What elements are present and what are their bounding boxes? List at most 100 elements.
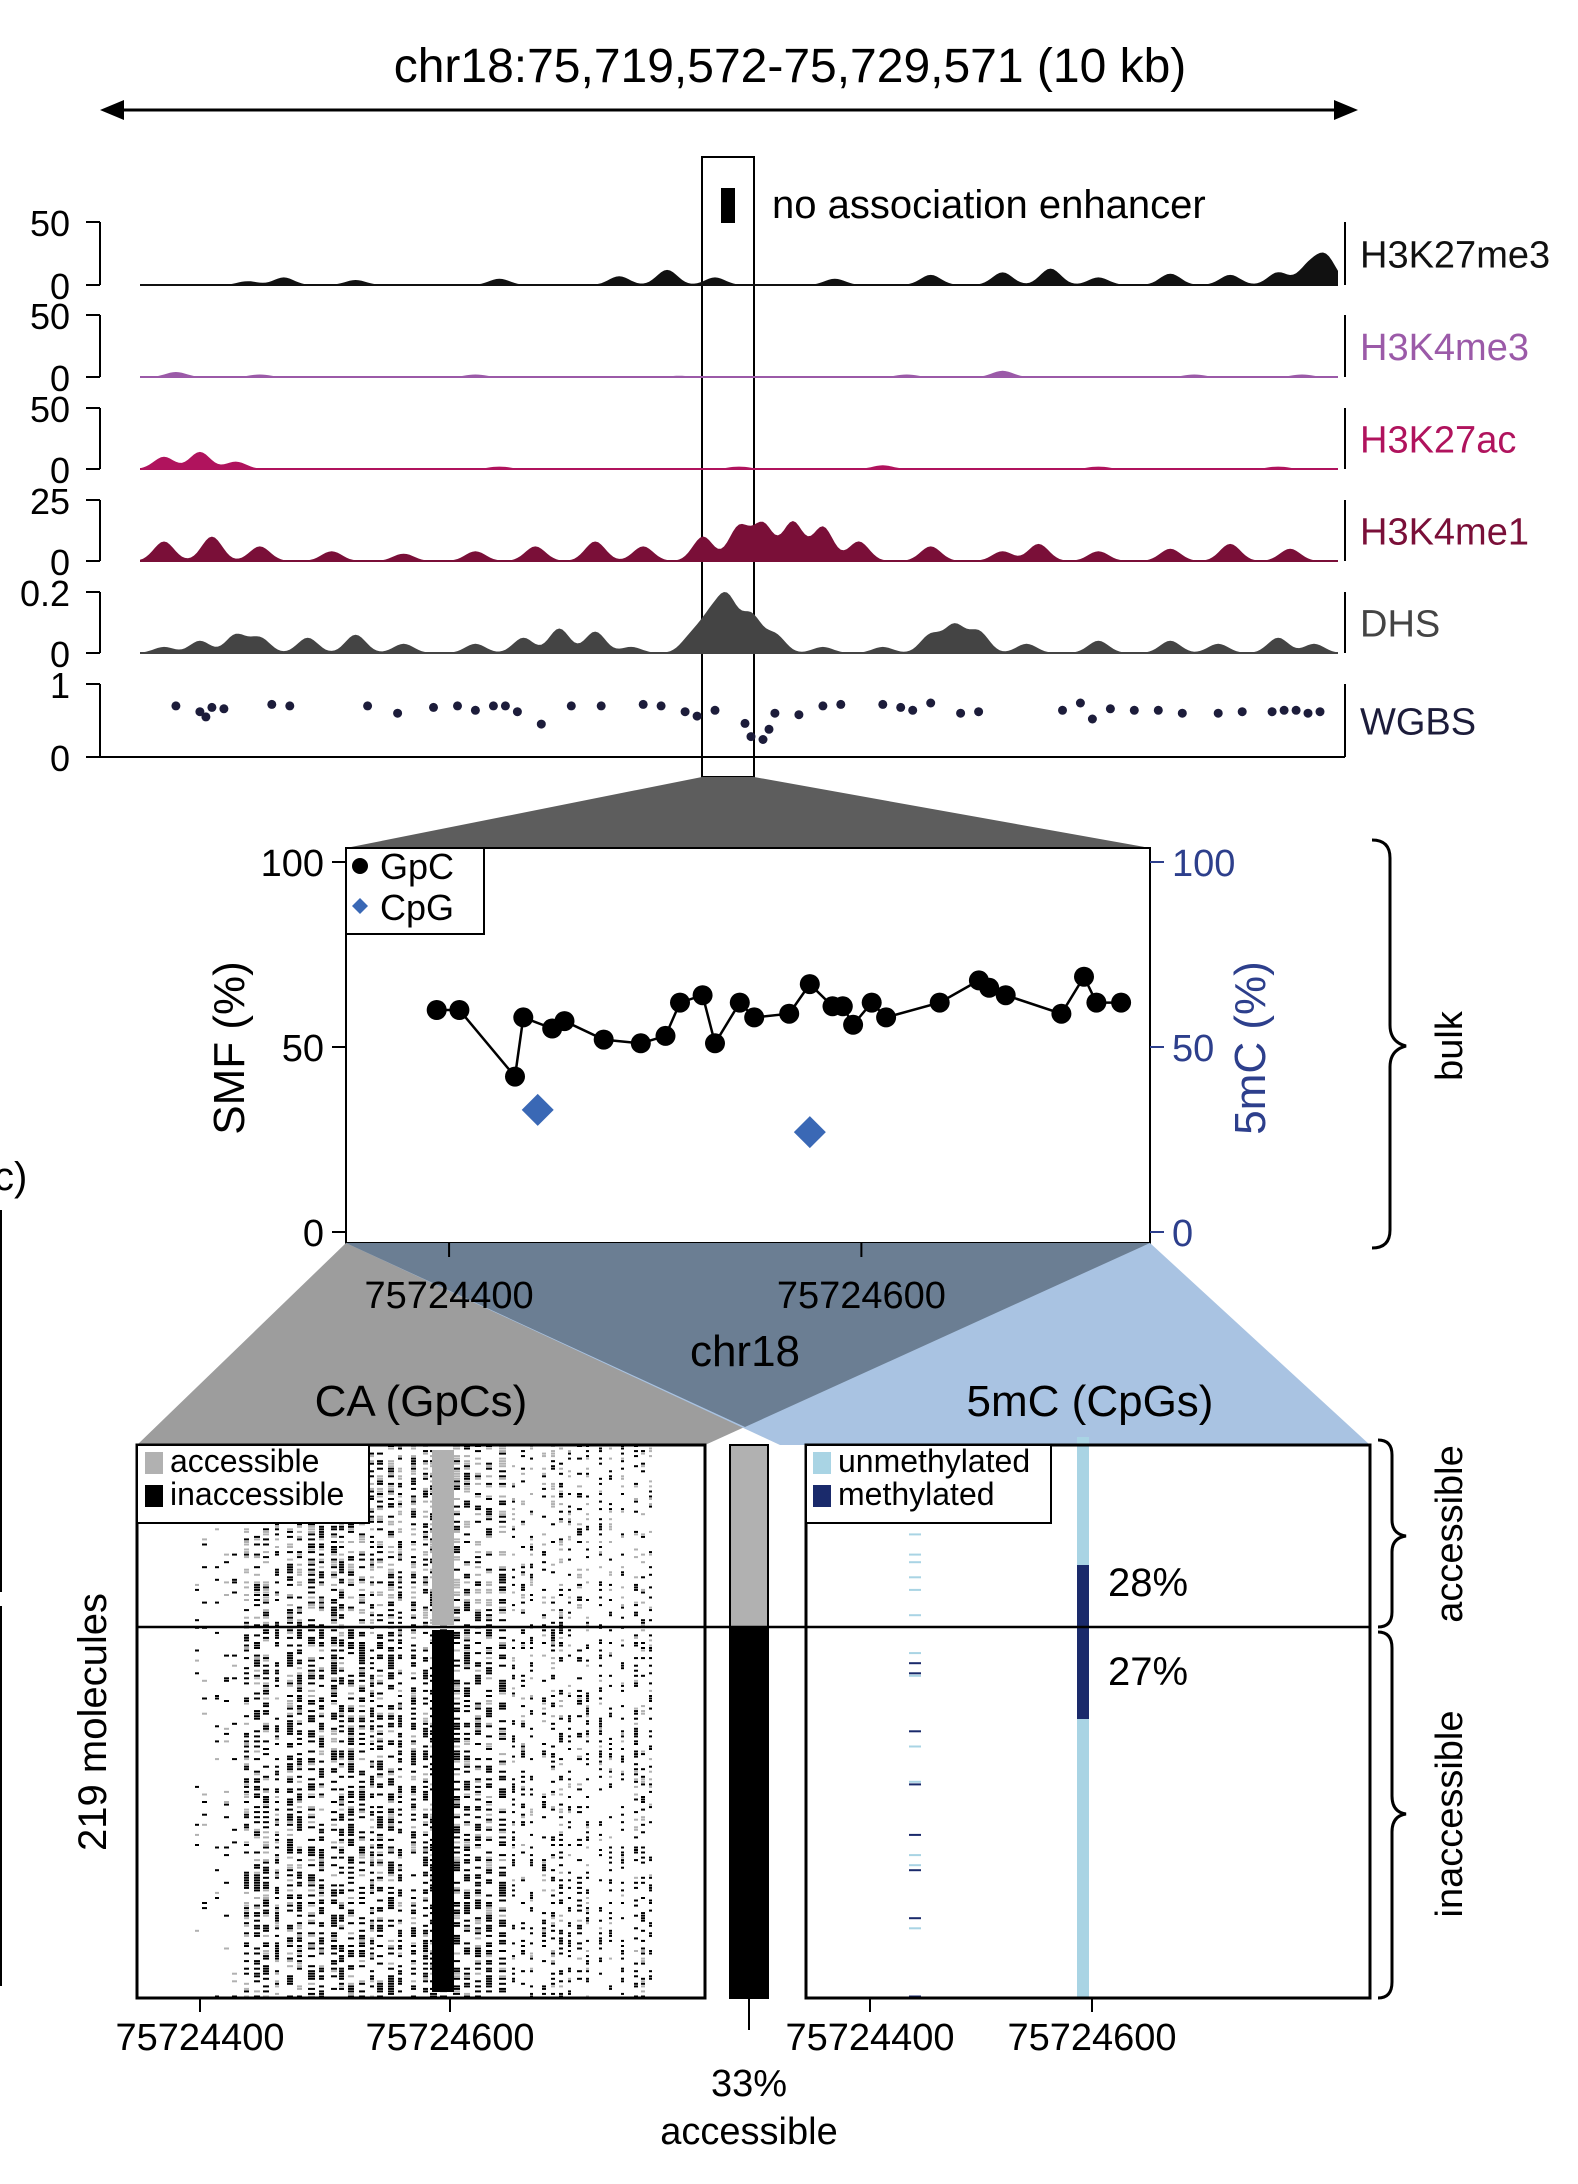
ca-cell [263,1881,269,1884]
ca-cell [634,1962,638,1965]
ca-cell [599,1546,602,1548]
ca-cell [512,1755,515,1758]
ca-cell [559,1992,563,1995]
ca-cell [359,1654,365,1657]
ca-cell [308,1720,315,1723]
ca-cell [224,1790,229,1793]
ca-cell [586,1659,589,1662]
ca-cell [542,1927,546,1930]
ca-cell [411,1929,416,1932]
ca-cell [348,1811,354,1814]
ca-cell [423,1861,428,1864]
ca-cell [499,1477,506,1480]
ca-cell [339,1957,344,1960]
mc-cell-site1 [909,1864,921,1867]
ca-cell [275,1525,279,1528]
ca-cell [641,1856,645,1859]
ca-cell [499,1619,506,1622]
ca-cell [359,1644,365,1647]
ca-cell [542,1679,546,1682]
ca-cell [388,1740,394,1743]
ca-cell [398,1639,402,1642]
ca-cell [377,1980,383,1983]
ca-cell [423,1581,428,1584]
ca-cell [411,1755,416,1758]
ca-cell [331,1702,337,1705]
ca-cell [453,1859,460,1862]
ca-cell [475,1679,481,1682]
ca-cell [263,1912,269,1915]
ca-cell [398,1715,402,1718]
ca-cell [370,1970,374,1973]
ca-cell [621,1813,624,1816]
ca-cell [331,1679,337,1682]
ca-cell [244,1682,249,1685]
ca-cell [398,1485,402,1488]
ca-cell [319,1828,324,1831]
ca-cell [348,1541,354,1543]
ca-cell [308,1783,315,1786]
ca-cell [398,1717,402,1720]
ca-cell [319,1884,324,1887]
ca-cell [609,1939,612,1942]
ca-cell [287,1576,293,1579]
ca-cell [475,1798,481,1801]
ca-cell [275,1631,279,1634]
ca-cell [621,1828,624,1831]
ca-cell [649,1447,652,1450]
ca-cell [475,1881,481,1884]
ca-cell [370,1796,374,1798]
ca-cell [370,1937,374,1940]
ca-cell [370,1844,374,1846]
ca-cell [641,1780,645,1783]
ca-cell [308,1533,315,1536]
ca-cell [423,1778,428,1781]
ca-cell [486,1796,492,1798]
ca-cell [499,1720,506,1723]
ca-cell [530,1467,533,1470]
ca-cell [370,1649,374,1652]
gpc-point [426,1000,447,1020]
ca-cell [331,1945,337,1947]
ca-cell [263,1977,269,1980]
ca-cell [297,1902,302,1904]
gpc-point [779,1003,800,1024]
ca-cell [486,1482,492,1485]
ca-cell [388,1939,394,1942]
ca-cell [649,1490,652,1493]
ca-cell [411,1629,416,1632]
ca-cell [398,1758,402,1761]
ca-cell [464,1750,470,1753]
ca-cell [377,1859,383,1862]
ca-cell [275,1934,279,1937]
ca-cell [377,1806,383,1809]
ca-cell [398,1672,402,1675]
ca-cell [559,1485,563,1488]
ca-cell [634,1712,638,1715]
ca-cell [609,1902,612,1904]
ca-cell [542,1750,546,1753]
ca-cell [359,1798,365,1801]
ca-cell [499,1530,506,1533]
ca-cell [308,1543,315,1546]
ca-cell [348,1806,354,1809]
ca-cell [559,1659,563,1662]
ca-cell [530,1563,533,1566]
ca-cell [370,1682,374,1685]
ca-cell [559,1871,563,1874]
ca-cell [195,1785,199,1788]
ca-cell [464,1700,470,1702]
ca-cell [486,1894,492,1897]
track-name-H3K4me1: H3K4me1 [1360,512,1529,554]
ca-cell [215,1631,219,1634]
ca-cell [224,1854,229,1857]
ca-cell [244,1528,249,1531]
ca-cell [499,1854,506,1857]
ca-cell [559,1823,563,1826]
ca-cell [423,1682,428,1685]
ca-cell [486,1851,492,1854]
ca-cell [308,1942,315,1945]
ca-cell [464,1487,470,1490]
ca-cell [359,1849,365,1851]
ca-cell [359,1674,365,1677]
